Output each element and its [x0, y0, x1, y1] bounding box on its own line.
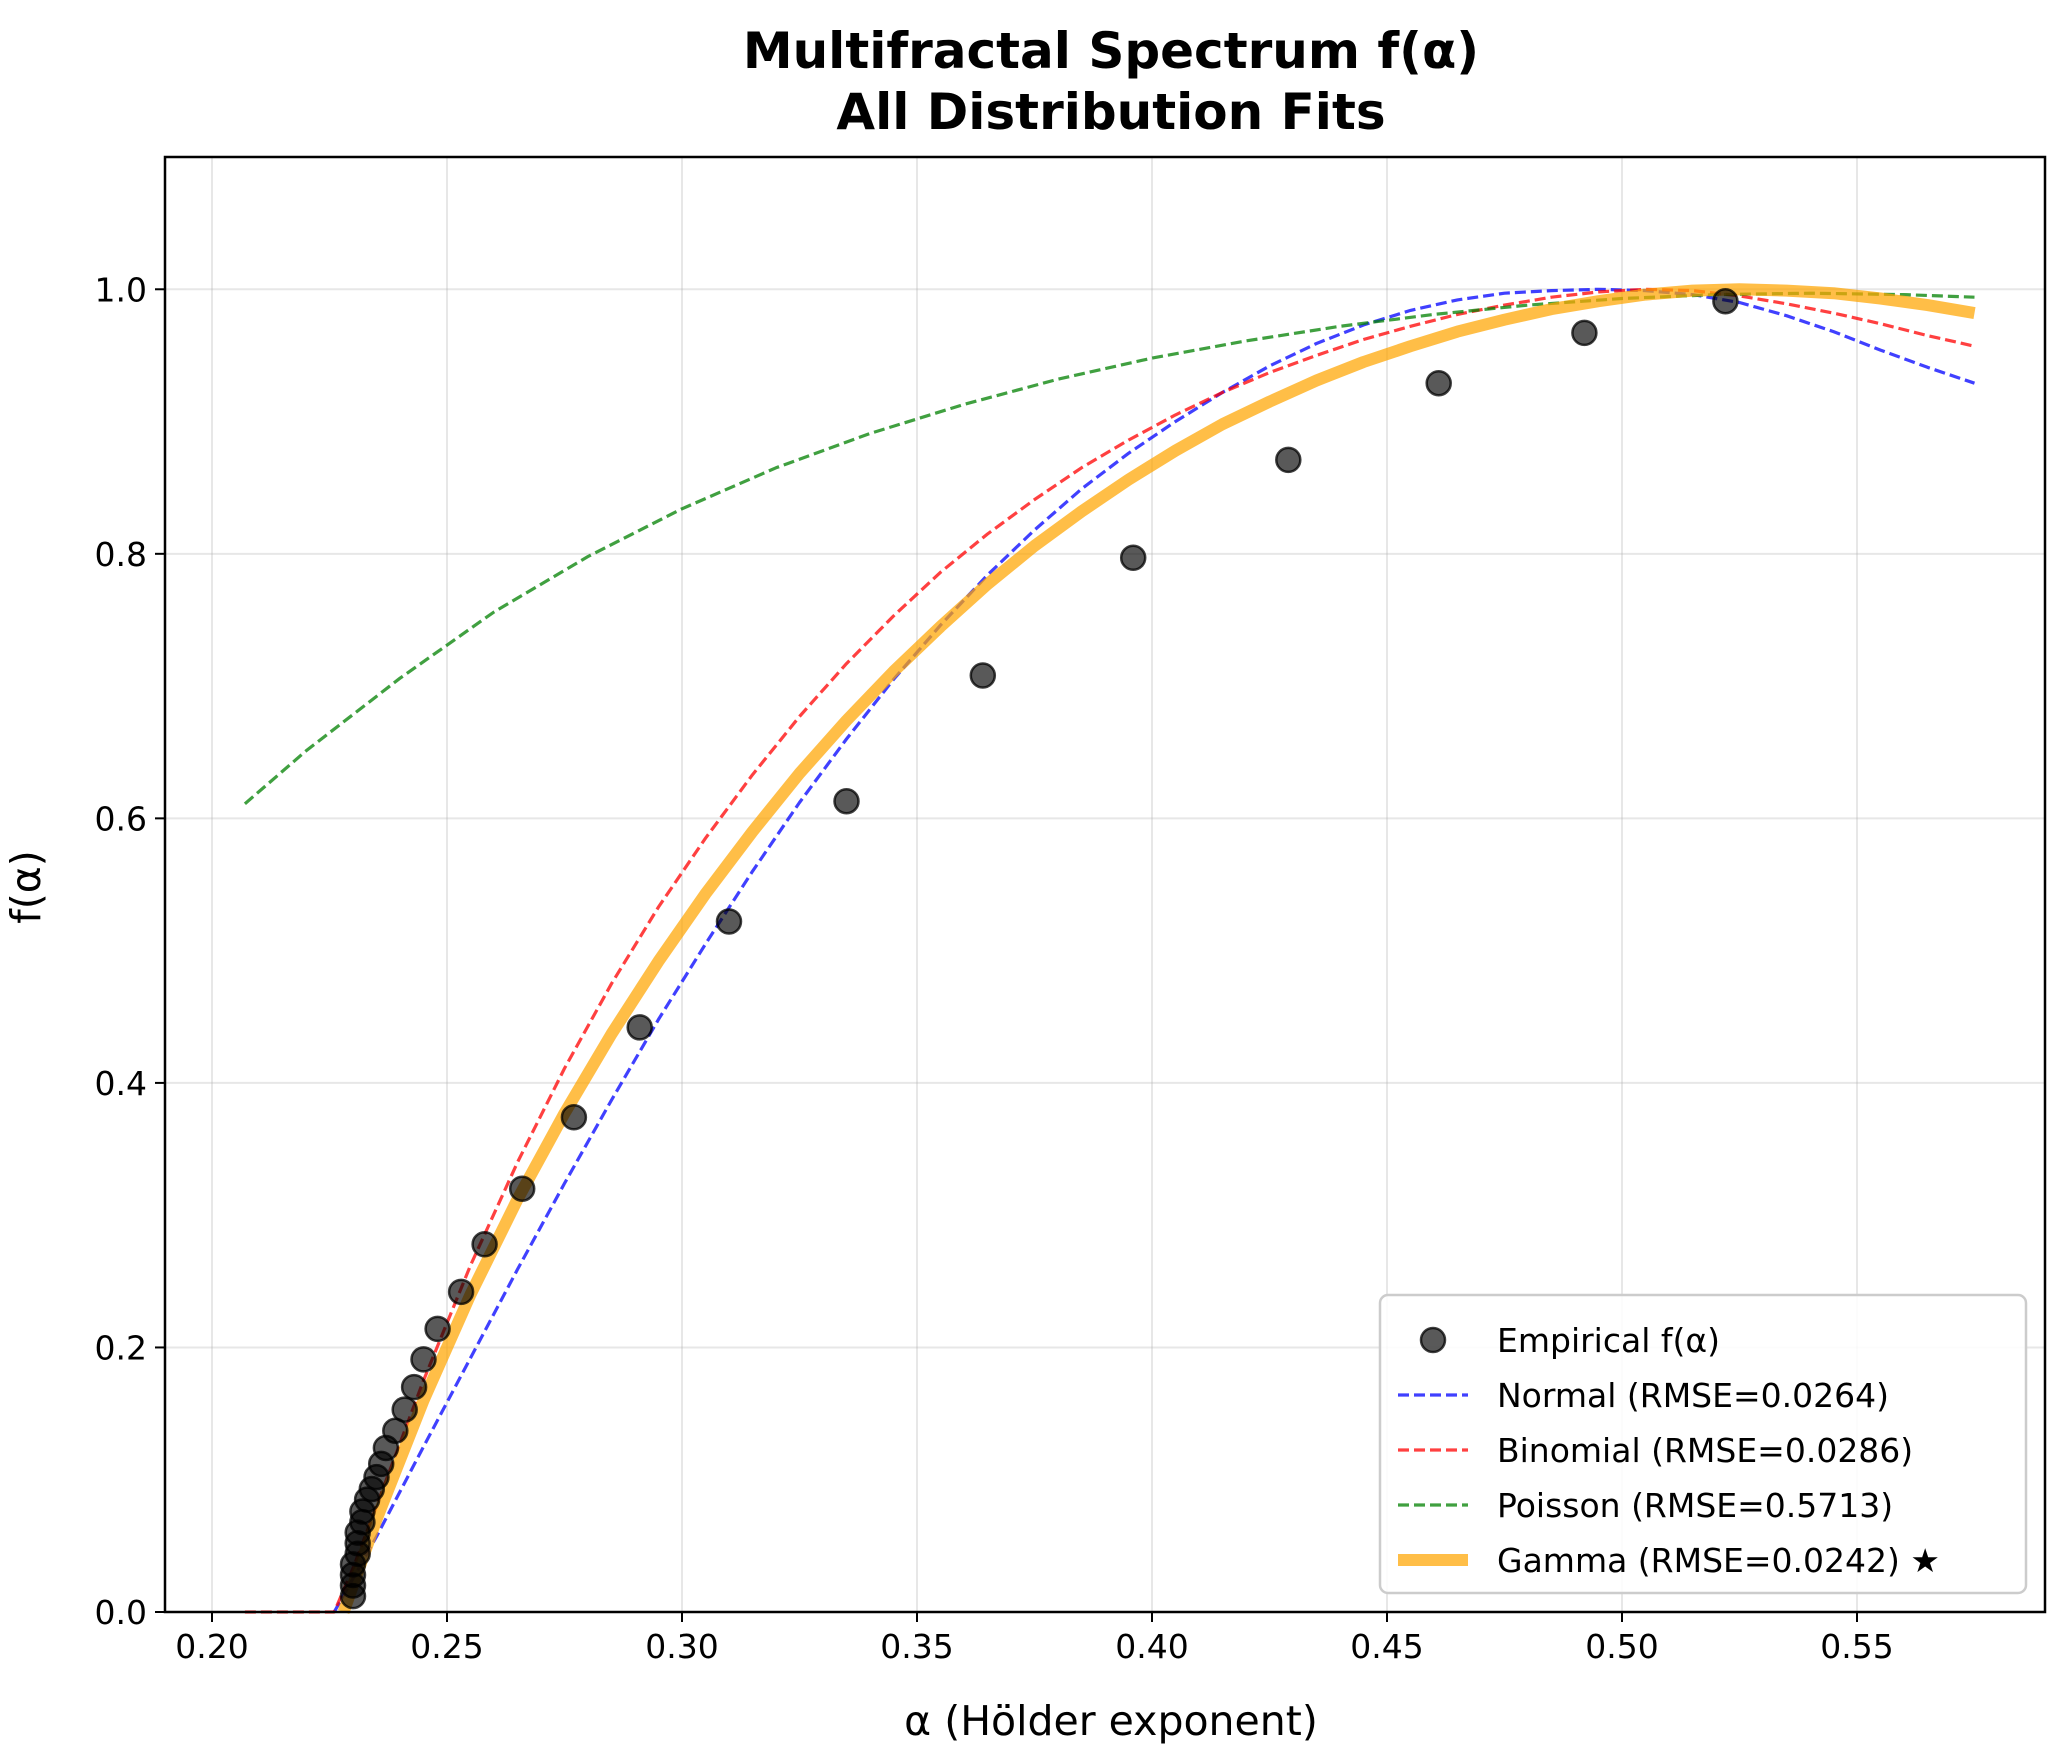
y-tick-label: 0.8: [95, 535, 147, 574]
chart-title: Multifractal Spectrum f(α): [743, 22, 1479, 80]
y-tick-label: 0.6: [95, 799, 147, 838]
empirical-point: [1119, 544, 1147, 572]
empirical-point: [410, 1346, 437, 1373]
empirical-point: [626, 1014, 653, 1041]
x-tick-label: 0.45: [1350, 1627, 1423, 1666]
empirical-point: [1571, 319, 1598, 347]
empirical-point: [447, 1278, 475, 1306]
y-tick-label: 0.4: [95, 1064, 147, 1103]
legend-normal-label: Normal (RMSE=0.0264): [1497, 1376, 1889, 1415]
axis-ticks: 0.20 0.25 0.30 0.35 0.40 0.45 0.50 0.55 0.0 0.2 0.…: [95, 270, 1894, 1666]
x-tick-label: 0.50: [1585, 1627, 1658, 1666]
empirical-point: [833, 787, 860, 815]
legend-empirical-label: Empirical f(α): [1497, 1321, 1720, 1360]
x-tick-label: 0.40: [1115, 1627, 1188, 1666]
plot-frame: [163, 155, 2047, 1614]
x-tick-label: 0.25: [410, 1627, 483, 1666]
empirical-point: [560, 1104, 588, 1131]
legend-empirical-marker: [1419, 1326, 1447, 1354]
legend-poisson-label: Poisson (RMSE=0.5713): [1497, 1486, 1893, 1525]
legend-box: [1378, 1293, 2028, 1595]
empirical-point: [1425, 369, 1452, 397]
empirical-points: [339, 287, 1739, 1610]
y-tick-label: 0.0: [95, 1593, 147, 1632]
legend: Empirical f(α) Normal (RMSE=0.0264) Binomi…: [1378, 1293, 2028, 1595]
x-axis-label: α (Hölder exponent): [904, 1697, 1318, 1745]
y-tick-label: 1.0: [95, 270, 147, 309]
empirical-point: [471, 1231, 498, 1258]
empirical-point: [424, 1315, 451, 1343]
x-tick-label: 0.55: [1820, 1627, 1893, 1666]
x-tick-label: 0.30: [645, 1627, 718, 1666]
y-axis-label: f(α): [2, 850, 50, 923]
empirical-point: [391, 1396, 418, 1423]
empirical-point: [508, 1175, 536, 1202]
poisson-fit-line: [243, 291, 1975, 806]
empirical-point: [1712, 287, 1739, 315]
empirical-point: [969, 662, 997, 689]
x-tick-label: 0.20: [175, 1627, 248, 1666]
legend-gamma-label: Gamma (RMSE=0.0242) ★: [1497, 1541, 1940, 1580]
empirical-point: [1275, 446, 1302, 474]
x-tick-label: 0.35: [880, 1627, 953, 1666]
empirical-point: [400, 1373, 428, 1401]
empirical-point: [715, 908, 743, 935]
y-tick-label: 0.2: [95, 1328, 147, 1367]
chart-subtitle: All Distribution Fits: [836, 83, 1385, 141]
legend-binomial-label: Binomial (RMSE=0.0286): [1497, 1431, 1913, 1470]
